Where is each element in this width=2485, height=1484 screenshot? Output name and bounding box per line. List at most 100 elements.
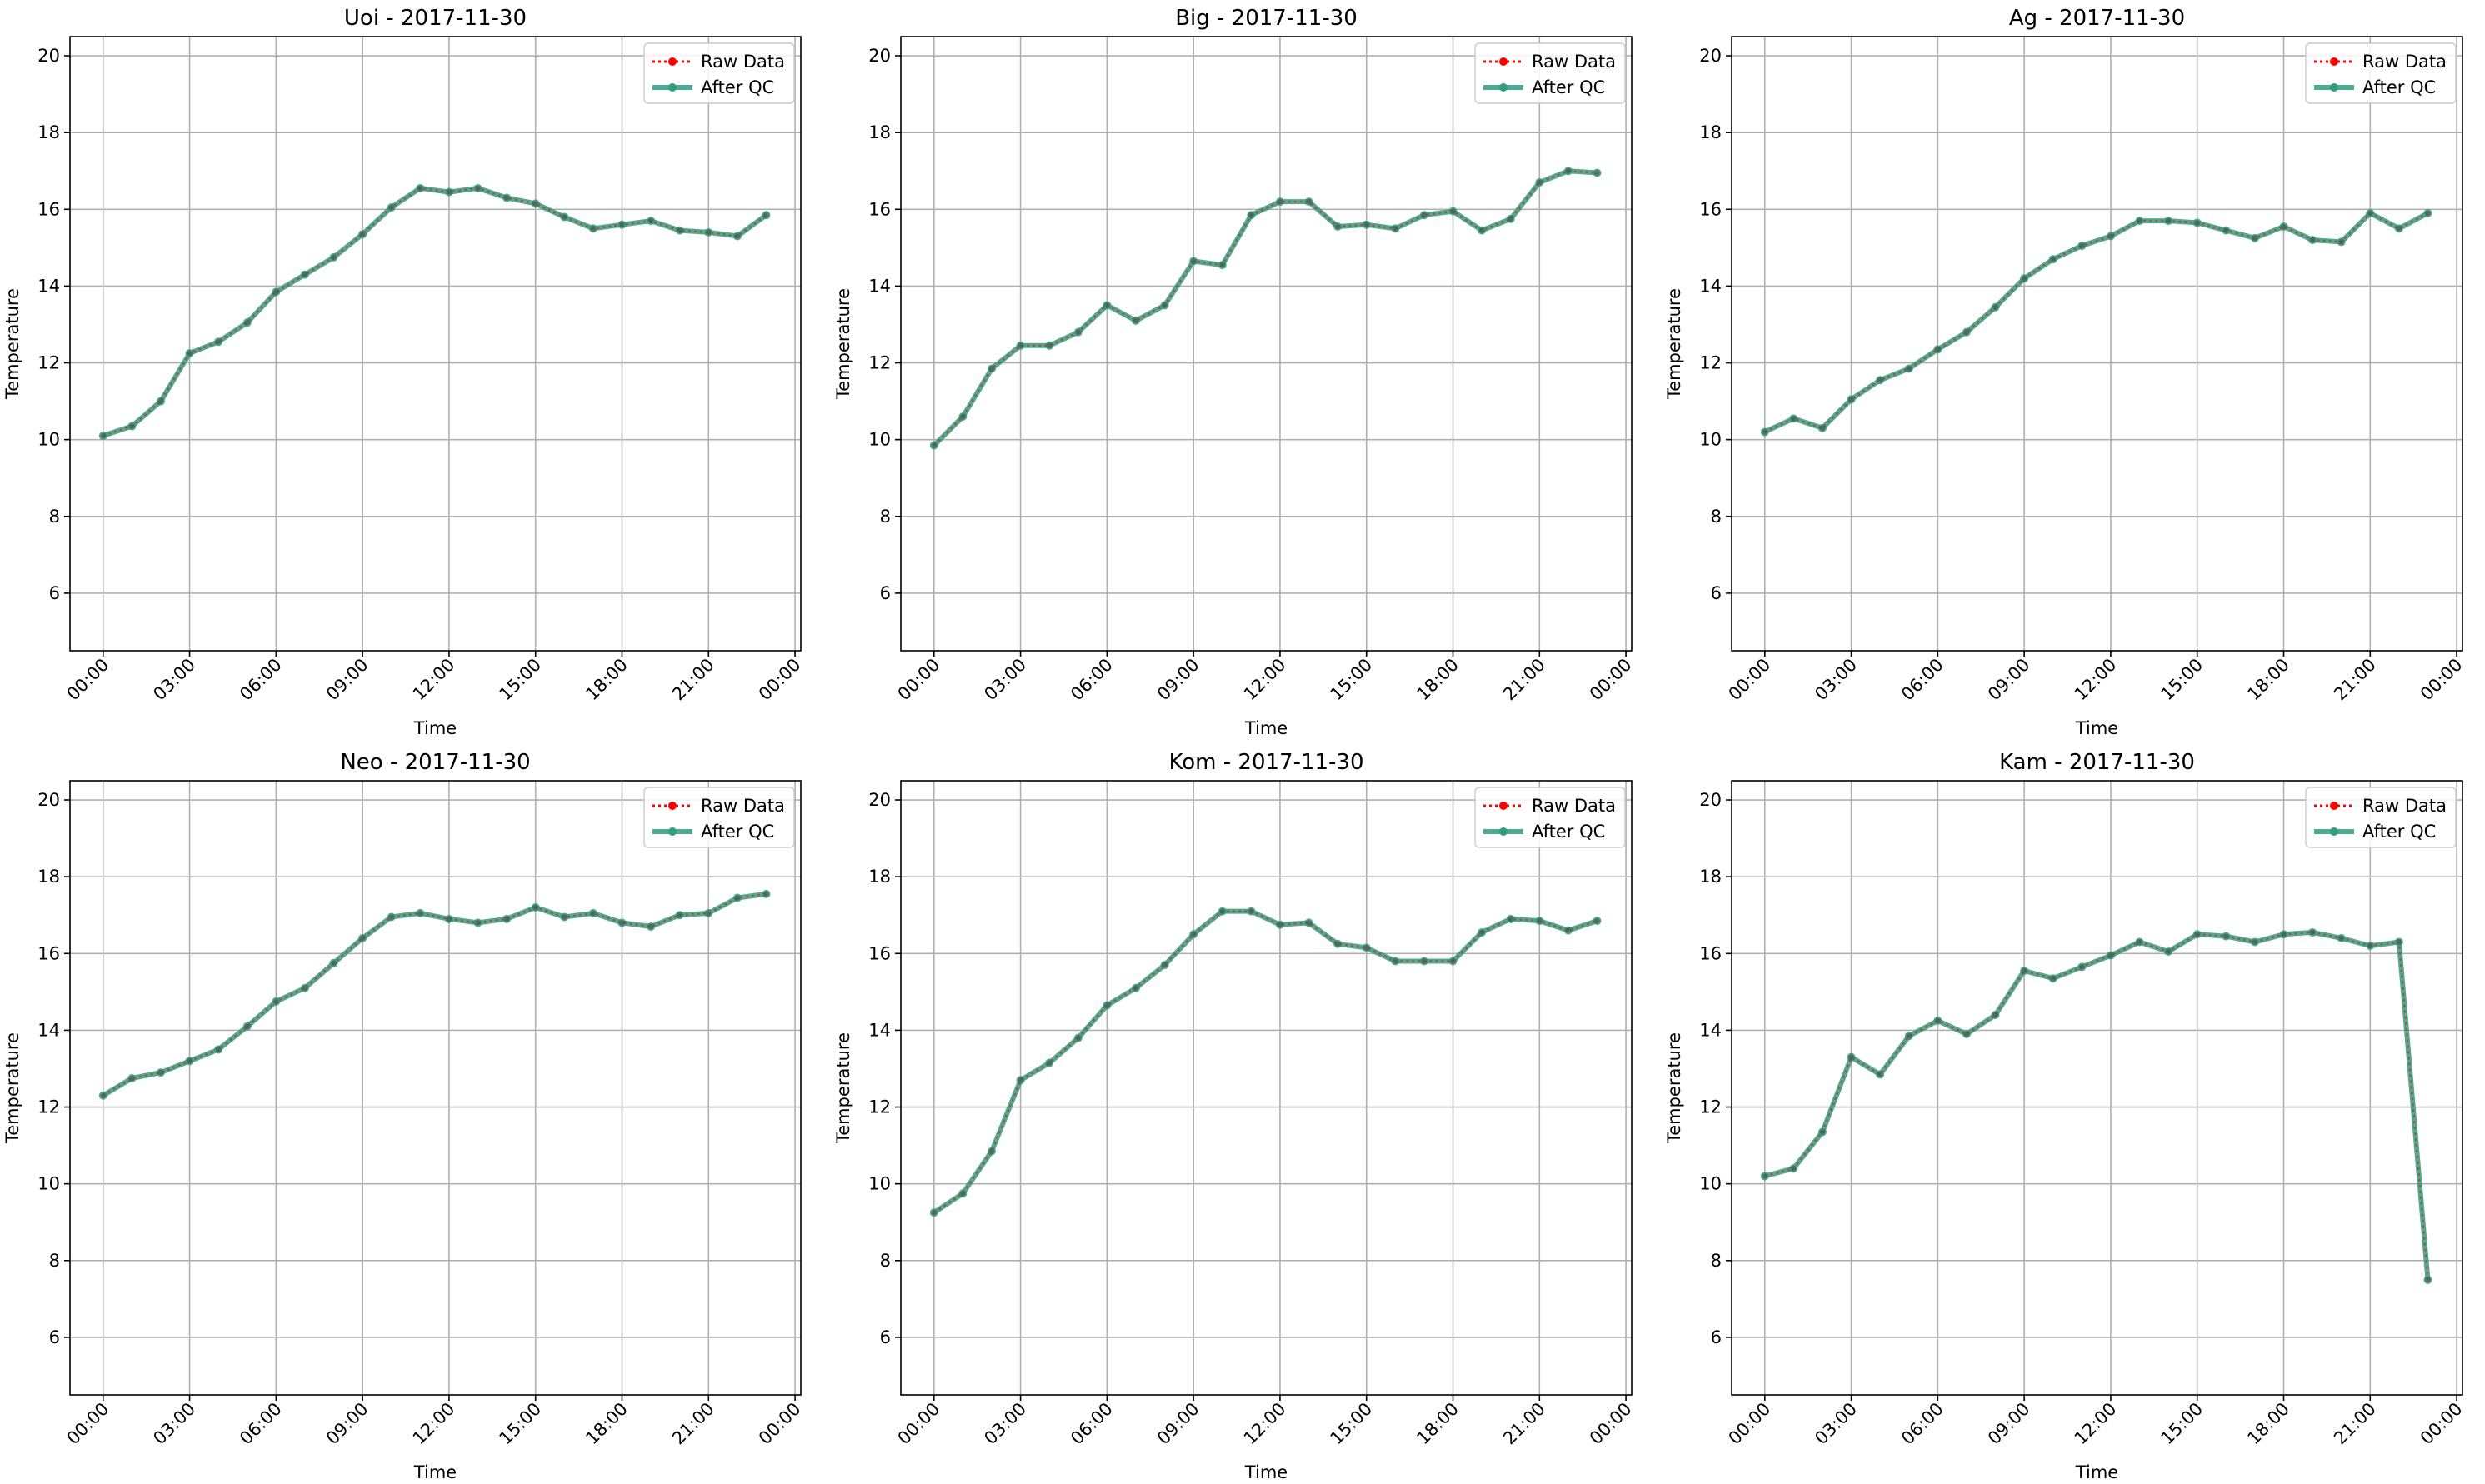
point-raw-data bbox=[1963, 1031, 1970, 1037]
y-tick-label: 16 bbox=[1699, 199, 1722, 219]
point-raw-data bbox=[1162, 962, 1168, 968]
point-raw-data bbox=[2396, 939, 2402, 945]
point-raw-data bbox=[2338, 935, 2344, 942]
point-raw-data bbox=[446, 189, 452, 195]
point-raw-data bbox=[2021, 967, 2028, 974]
point-raw-data bbox=[1132, 317, 1139, 324]
point-raw-data bbox=[129, 1075, 135, 1082]
x-axis-label: Time bbox=[1244, 1462, 1288, 1482]
legend-label-after-qc: After QC bbox=[701, 822, 774, 842]
point-raw-data bbox=[648, 923, 654, 930]
x-axis-label: Time bbox=[413, 718, 457, 738]
point-raw-data bbox=[2194, 220, 2200, 226]
point-raw-data bbox=[475, 920, 481, 926]
y-tick-label: 8 bbox=[1711, 1251, 1722, 1271]
y-tick-label: 20 bbox=[868, 790, 891, 810]
point-raw-data bbox=[931, 1210, 937, 1216]
y-tick-label: 20 bbox=[868, 46, 891, 66]
point-raw-data bbox=[532, 201, 538, 207]
point-raw-data bbox=[2368, 210, 2373, 217]
point-raw-data bbox=[2338, 239, 2344, 245]
x-tick-label: 12:00 bbox=[2071, 655, 2121, 705]
y-tick-label: 8 bbox=[880, 507, 891, 527]
x-tick-label: 09:00 bbox=[1153, 1399, 1203, 1449]
point-raw-data bbox=[1935, 1017, 1941, 1024]
point-raw-data bbox=[1306, 920, 1312, 926]
legend-marker-after-qc bbox=[2330, 827, 2338, 836]
series-line-raw-data bbox=[102, 892, 767, 1097]
point-raw-data bbox=[100, 432, 106, 439]
point-raw-data bbox=[1537, 917, 1542, 924]
x-tick-label: 03:00 bbox=[1811, 655, 1861, 705]
point-raw-data bbox=[1906, 366, 1912, 372]
axes-frame bbox=[69, 36, 802, 652]
point-raw-data bbox=[2050, 256, 2056, 262]
y-tick-label: 6 bbox=[1711, 583, 1722, 603]
y-tick-label: 20 bbox=[38, 46, 60, 66]
y-tick-label: 10 bbox=[868, 430, 891, 450]
point-raw-data bbox=[1392, 226, 1398, 232]
legend-marker-after-qc bbox=[1499, 83, 1508, 92]
x-tick-label: 09:00 bbox=[1153, 655, 1203, 705]
point-raw-data bbox=[1190, 932, 1197, 937]
point-raw-data bbox=[1935, 347, 1941, 352]
point-raw-data bbox=[2309, 929, 2316, 936]
point-raw-data bbox=[734, 233, 741, 239]
point-raw-data bbox=[1762, 1173, 1768, 1179]
series-line-after-qc bbox=[1763, 210, 2429, 435]
point-raw-data bbox=[2368, 942, 2373, 949]
point-raw-data bbox=[418, 910, 423, 917]
x-axis-label: Time bbox=[2075, 718, 2118, 738]
point-raw-data bbox=[1478, 929, 1485, 936]
point-raw-data bbox=[2194, 932, 2200, 937]
point-raw-data bbox=[1334, 941, 1341, 947]
y-axis-label: Temperature bbox=[833, 288, 853, 400]
x-tick-label: 06:00 bbox=[236, 655, 286, 705]
x-tick-label: 09:00 bbox=[322, 655, 372, 705]
point-raw-data bbox=[1791, 1166, 1797, 1172]
point-raw-data bbox=[215, 1047, 222, 1052]
point-raw-data bbox=[1219, 908, 1225, 914]
y-tick-label: 10 bbox=[868, 1174, 891, 1194]
point-raw-data bbox=[388, 914, 394, 920]
point-raw-data bbox=[763, 891, 769, 897]
point-raw-data bbox=[988, 366, 995, 372]
x-tick-label: 00:00 bbox=[2417, 1399, 2467, 1449]
y-axis-label: Temperature bbox=[2, 288, 22, 400]
point-raw-data bbox=[2425, 210, 2431, 217]
y-tick-label: 18 bbox=[38, 122, 60, 142]
point-raw-data bbox=[2425, 1277, 2431, 1283]
x-tick-label: 15:00 bbox=[1326, 1399, 1376, 1449]
point-raw-data bbox=[2252, 235, 2258, 242]
point-raw-data bbox=[1018, 342, 1023, 349]
x-tick-label: 15:00 bbox=[2157, 1399, 2207, 1449]
y-axis-label: Temperature bbox=[2, 1032, 22, 1144]
legend-marker-after-qc bbox=[2330, 83, 2338, 92]
x-tick-label: 00:00 bbox=[894, 655, 944, 705]
point-raw-data bbox=[1104, 1002, 1110, 1008]
y-axis-label: Temperature bbox=[1664, 1032, 1684, 1144]
point-raw-data bbox=[2137, 939, 2142, 945]
y-tick-label: 14 bbox=[38, 276, 60, 296]
point-raw-data bbox=[1877, 377, 1883, 383]
axes-frame bbox=[69, 780, 802, 1396]
point-raw-data bbox=[1963, 329, 1970, 335]
point-raw-data bbox=[619, 222, 625, 227]
x-tick-label: 12:00 bbox=[2071, 1399, 2121, 1449]
point-raw-data bbox=[590, 226, 597, 232]
point-raw-data bbox=[2108, 233, 2114, 239]
y-tick-label: 16 bbox=[38, 943, 60, 963]
point-raw-data bbox=[1392, 958, 1398, 964]
point-raw-data bbox=[215, 338, 222, 345]
legend-label-after-qc: After QC bbox=[701, 77, 774, 97]
x-tick-label: 00:00 bbox=[1725, 655, 1775, 705]
y-tick-label: 10 bbox=[1699, 1174, 1722, 1194]
x-tick-label: 18:00 bbox=[2243, 1399, 2293, 1449]
x-tick-label: 09:00 bbox=[1984, 1399, 2034, 1449]
y-tick-label: 6 bbox=[880, 583, 891, 603]
point-raw-data bbox=[2137, 217, 2142, 224]
y-tick-label: 10 bbox=[38, 430, 60, 450]
point-raw-data bbox=[2050, 976, 2056, 982]
point-raw-data bbox=[129, 423, 135, 429]
